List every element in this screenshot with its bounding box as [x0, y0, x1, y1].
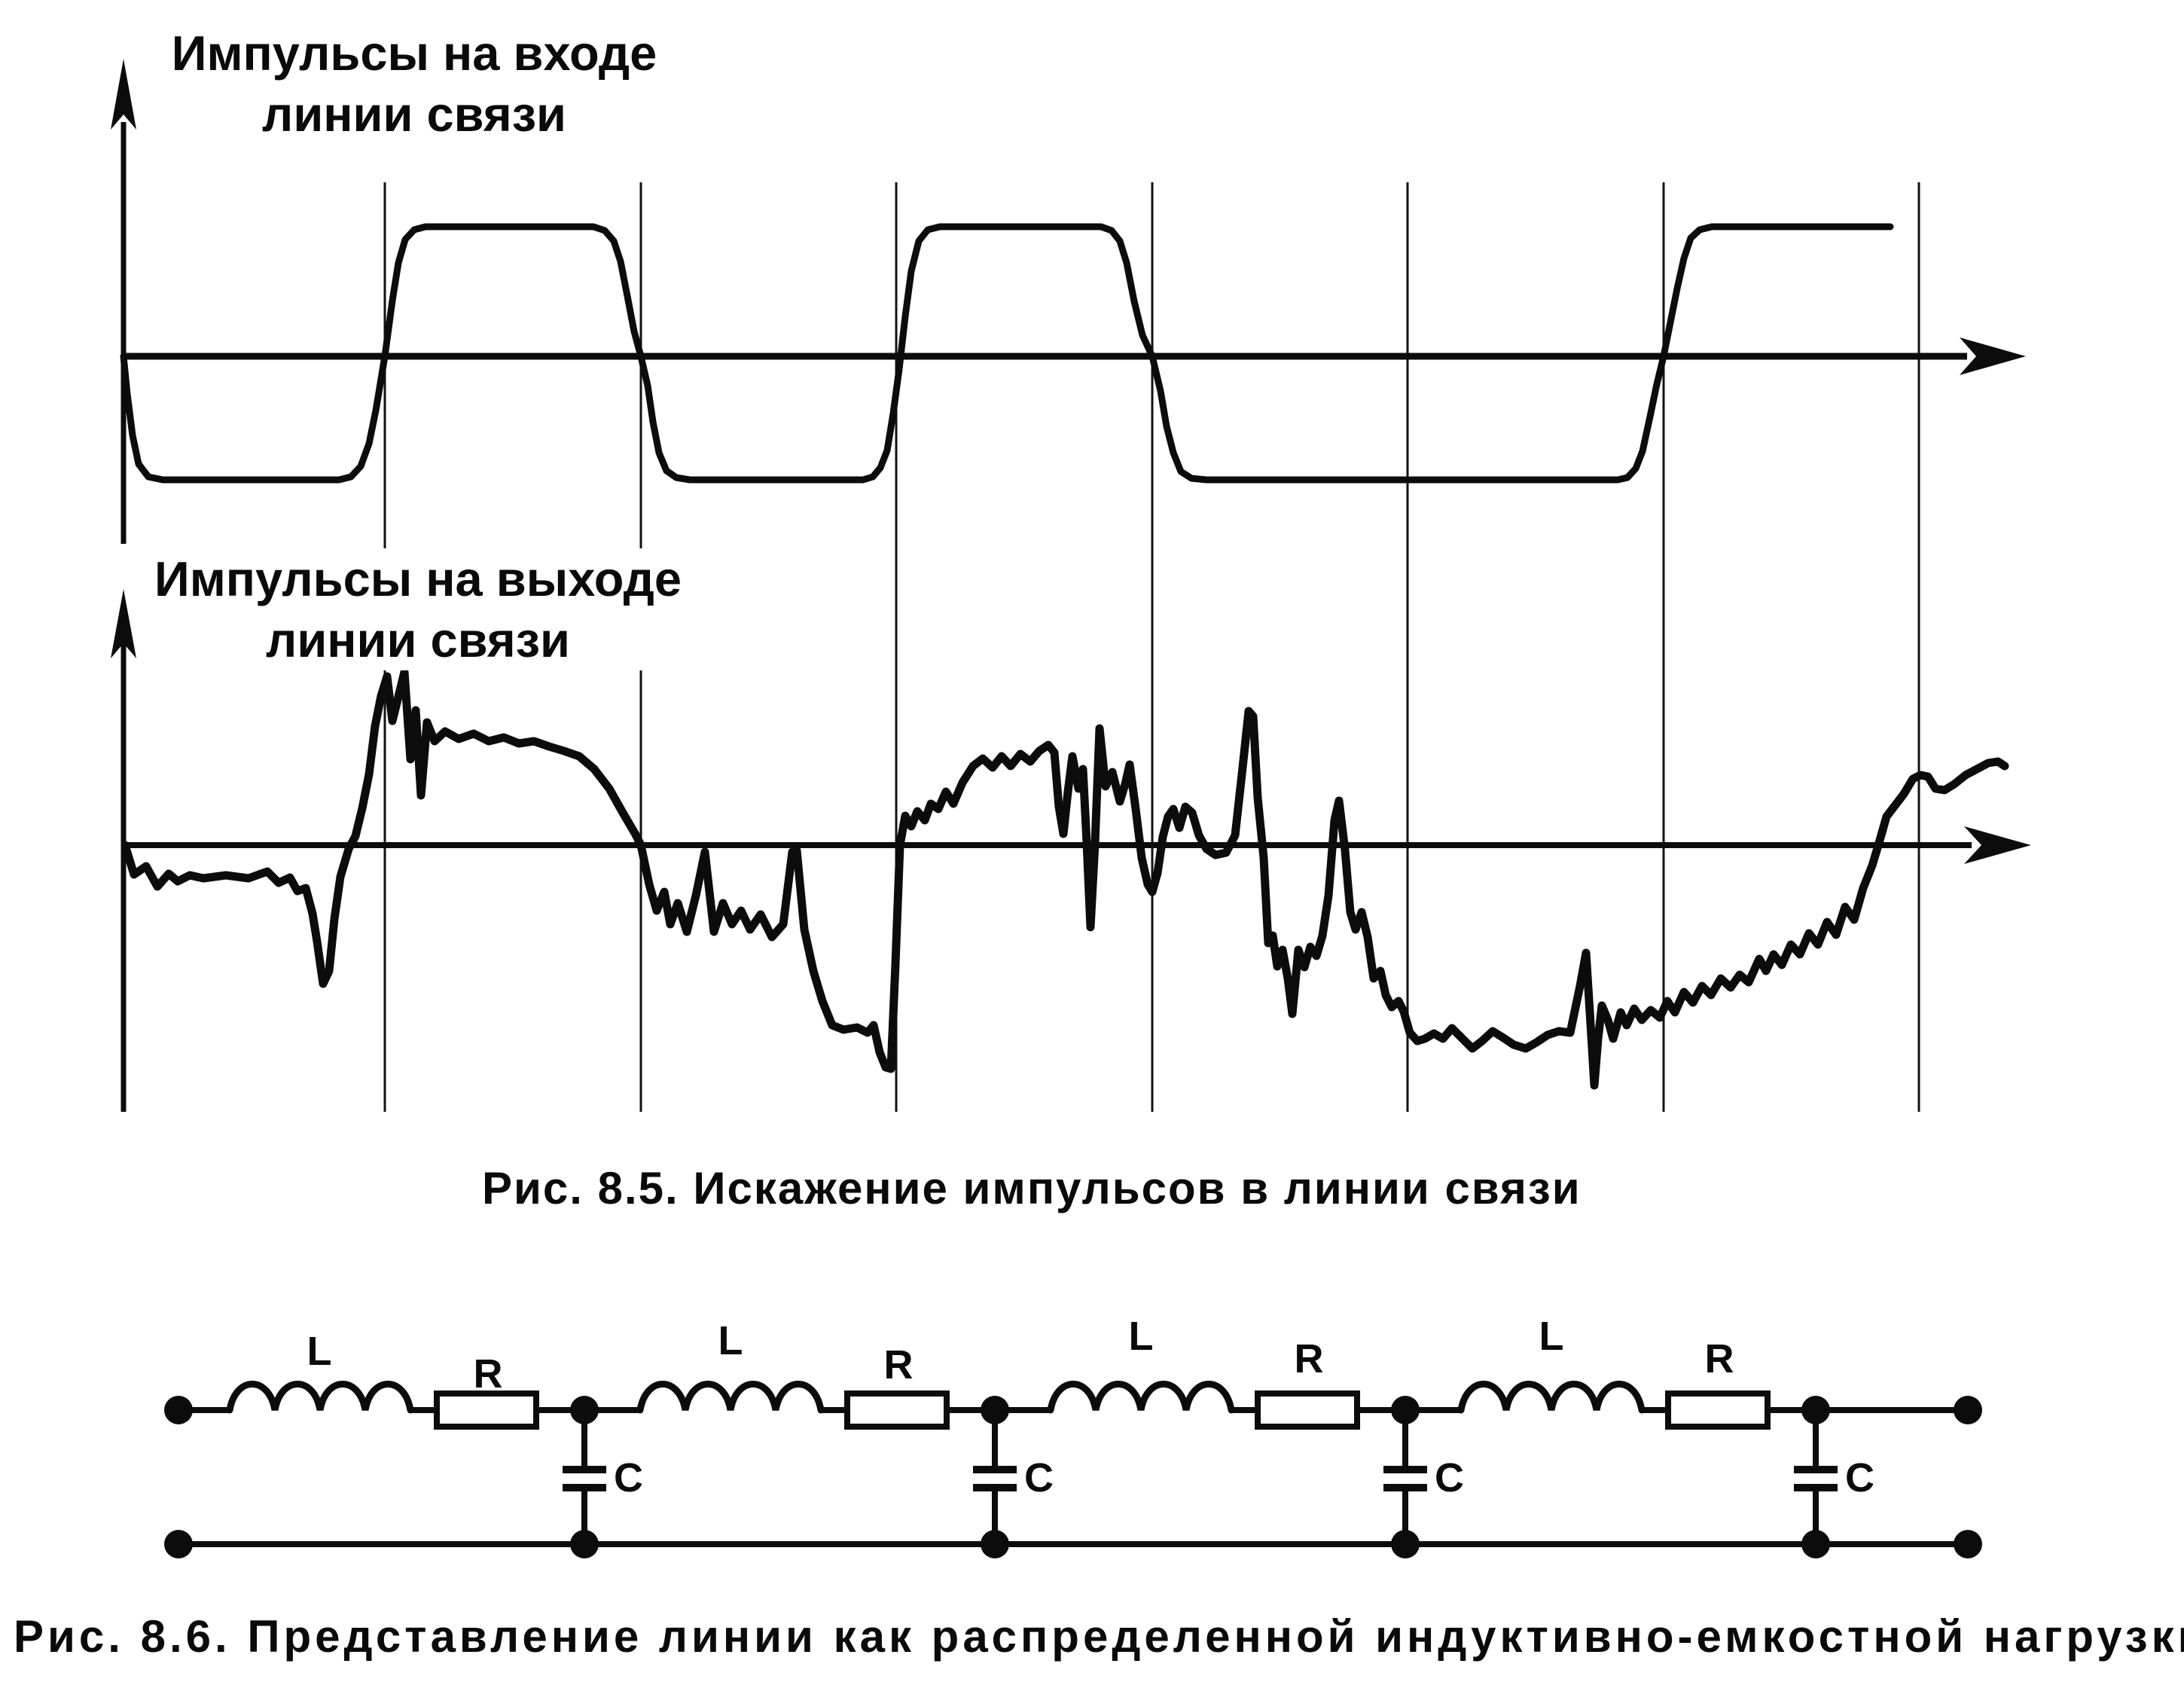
inductor-coil [636, 1381, 825, 1414]
terminal-dot [1954, 1530, 1982, 1558]
capacitor [1383, 1407, 1427, 1547]
resistor-box [1255, 1390, 1360, 1430]
figure-8-6-caption-number: Рис. 8.6. [14, 1611, 231, 1662]
output-chart-axes [111, 589, 2031, 1112]
bit-period-gridlines [383, 182, 1920, 1112]
figure-8-5-caption: Рис. 8.5. Искажение импульсов в линии св… [482, 1162, 1582, 1214]
inductor-label: L [718, 1318, 743, 1363]
output-chart-title: Импульсы на выходе линии связи [139, 548, 697, 670]
input-pulse-waveform [120, 223, 1894, 484]
inductor-label: L [307, 1329, 332, 1374]
figure-8-5-caption-text: Искажение импульсов в линии связи [679, 1163, 1582, 1213]
lc-ladder-circuit: L L L L R R R R C C C C [164, 1314, 1982, 1558]
inductor-coil [1047, 1381, 1235, 1414]
junction-dot [570, 1530, 599, 1558]
junction-dot [981, 1530, 1009, 1558]
figure-8-5-caption-number: Рис. 8.5. [482, 1163, 679, 1213]
inductor-coil [1457, 1381, 1646, 1414]
junction-dot [1801, 1396, 1830, 1424]
junction-dot [1391, 1396, 1420, 1424]
input-chart-title-line1: Импульсы на входе [171, 26, 657, 81]
figure-8-6-caption-text: Представление линии как распределенной и… [230, 1611, 2184, 1662]
output-chart-title-line2: линии связи [266, 612, 570, 667]
terminal-dot [1954, 1396, 1982, 1424]
terminal-dot [164, 1530, 193, 1558]
figure-8-6-caption: Рис. 8.6. Представление линии как распре… [14, 1610, 2184, 1662]
resistor-label: R [1295, 1336, 1324, 1381]
capacitor-label: C [614, 1455, 643, 1500]
resistor-box [1665, 1390, 1771, 1430]
input-chart-axes [111, 59, 2026, 544]
output-chart-title-line1: Импульсы на выходе [154, 551, 682, 606]
resistor-label: R [474, 1351, 503, 1397]
capacitor-label: C [1845, 1455, 1874, 1500]
capacitor-label: C [1435, 1455, 1464, 1500]
resistor-box [434, 1390, 539, 1430]
input-chart-title-line2: линии связи [262, 87, 566, 142]
output-x-axis-arrow-icon [1964, 826, 2031, 864]
capacitor [973, 1407, 1017, 1547]
resistor-label: R [884, 1342, 914, 1387]
inductor-label: L [1129, 1314, 1154, 1359]
junction-dot [1391, 1530, 1420, 1558]
junction-dot [570, 1396, 599, 1424]
resistor-box [844, 1390, 950, 1430]
capacitor-label: C [1024, 1455, 1054, 1500]
terminal-dot [164, 1396, 193, 1424]
inductor-coil [226, 1381, 414, 1414]
capacitor [563, 1407, 606, 1547]
input-y-axis-arrow-icon [111, 59, 136, 130]
input-chart-title: Импульсы на входе линии связи [139, 23, 689, 145]
resistor-label: R [1705, 1336, 1734, 1381]
inductor-label: L [1539, 1314, 1564, 1359]
junction-dot [981, 1396, 1009, 1424]
capacitor [1794, 1407, 1838, 1547]
output-y-axis-arrow-icon [111, 589, 136, 658]
output-distorted-waveform [120, 667, 2009, 1090]
junction-dot [1801, 1530, 1830, 1558]
input-x-axis-arrow-icon [1960, 337, 2026, 375]
